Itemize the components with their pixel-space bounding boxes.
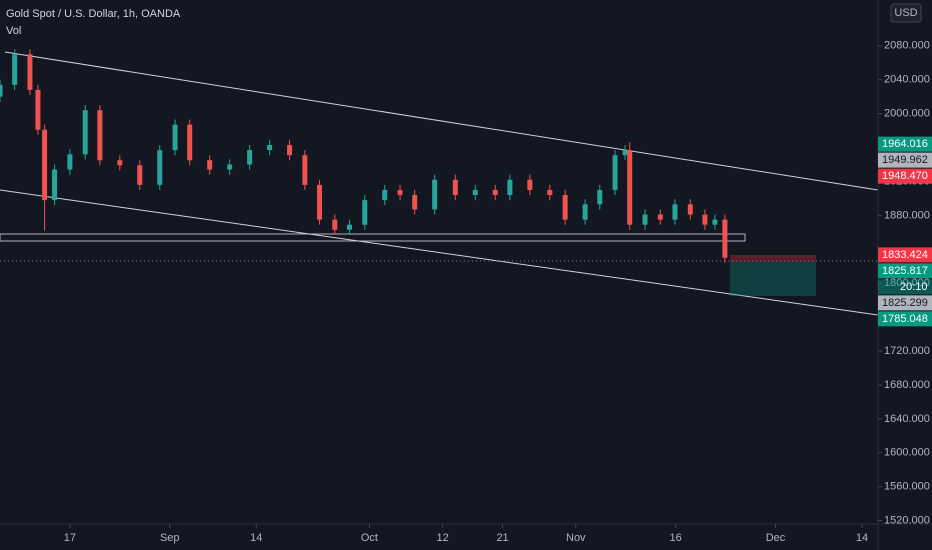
candle-body [712, 219, 718, 225]
symbol-title: Gold Spot / U.S. Dollar, 1h, OANDA [6, 8, 181, 20]
currency-button[interactable] [890, 3, 922, 23]
candle-body [687, 204, 693, 215]
candle-body [432, 179, 438, 210]
candle-body [627, 150, 633, 225]
y-tick-label: 2040.000 [884, 74, 930, 86]
candle-body [702, 214, 708, 225]
y-tick-label: 2080.000 [884, 40, 930, 52]
candle-body [597, 189, 603, 205]
plot-area [0, 49, 879, 316]
candle-body [172, 124, 178, 151]
y-tick-label: 1520.000 [884, 515, 930, 527]
stop-zone [730, 255, 816, 262]
candle-body [207, 160, 213, 170]
candle-body [27, 54, 33, 90]
upper-trendline [4, 51, 879, 191]
y-tick-label: 1680.000 [884, 379, 930, 391]
candle-body [187, 124, 193, 161]
y-tick-label: 1880.000 [884, 209, 930, 221]
candle-body [137, 165, 143, 185]
candle-body [412, 195, 418, 210]
candle-body [362, 200, 368, 225]
price-tag [878, 168, 932, 184]
price-tag [878, 311, 932, 327]
x-tick-label: 17 [64, 532, 76, 544]
candle-body [547, 189, 553, 196]
candle-body [117, 160, 123, 166]
candle-body [42, 129, 48, 201]
price-tag [878, 136, 932, 152]
candle-body [472, 189, 478, 196]
candle-body [287, 144, 293, 156]
candle-body [397, 189, 403, 196]
candle-body [492, 189, 498, 196]
candle-body [157, 150, 163, 185]
candle-body [672, 204, 678, 220]
countdown-label: 20:10 [900, 281, 928, 293]
x-tick-label: 14 [250, 532, 262, 544]
y-tick-label: 2000.000 [884, 108, 930, 120]
candle-body [0, 84, 3, 97]
candle-body [317, 184, 323, 220]
candle-body [722, 219, 728, 258]
lower-trendline [0, 189, 879, 316]
currency-label[interactable]: USD [894, 7, 917, 19]
candle-body [12, 54, 18, 85]
x-tick-label: Dec [766, 532, 786, 544]
candle-body [622, 150, 628, 156]
price-tag [878, 295, 932, 311]
support-zone [0, 233, 746, 242]
x-tick-label: 12 [437, 532, 449, 544]
y-tick-label: 1600.000 [884, 447, 930, 459]
x-tick-label: Sep [160, 532, 180, 544]
candle-body [302, 155, 308, 185]
candle-body [35, 89, 41, 130]
candle-body [82, 110, 88, 155]
x-tick-label: 21 [496, 532, 508, 544]
candle-body [562, 195, 568, 220]
x-tick-label: Oct [361, 532, 378, 544]
y-tick-label: 1560.000 [884, 481, 930, 493]
price-tag [878, 247, 932, 263]
candle-body [642, 214, 648, 225]
indicator-label: Vol [6, 25, 21, 37]
price-tag-label: 1785.048 [882, 313, 928, 325]
candle-body [267, 144, 273, 151]
x-tick-label: 14 [856, 532, 868, 544]
candle-body [332, 219, 338, 230]
price-tag-label: 1948.470 [882, 170, 928, 182]
y-tick-label: 1640.000 [884, 413, 930, 425]
price-tag [878, 263, 932, 279]
price-tag-label: 1964.016 [882, 138, 928, 150]
candle-body [612, 155, 618, 190]
price-tag-label: 1825.299 [882, 297, 928, 309]
y-tick-label: 1720.000 [884, 345, 930, 357]
candle-body [452, 179, 458, 196]
price-tag [878, 152, 932, 168]
price-tag-label: 1833.424 [882, 249, 928, 261]
candle-body [247, 150, 253, 165]
x-tick-label: Nov [566, 532, 586, 544]
candle-body [657, 214, 663, 220]
candle-body [527, 179, 533, 190]
candle-body [507, 179, 513, 196]
candle-body [227, 164, 233, 170]
price-tag-label: 1949.962 [882, 154, 928, 166]
candle-body [382, 189, 388, 201]
candle-body [346, 224, 352, 230]
candle-body [67, 154, 73, 170]
x-tick-label: 16 [670, 532, 682, 544]
candle-body [582, 204, 588, 220]
countdown-box [878, 279, 932, 295]
price-tag-label: 1825.817 [882, 265, 928, 277]
candle-body [52, 169, 58, 201]
candle-body [97, 110, 103, 161]
target-zone [730, 262, 816, 296]
